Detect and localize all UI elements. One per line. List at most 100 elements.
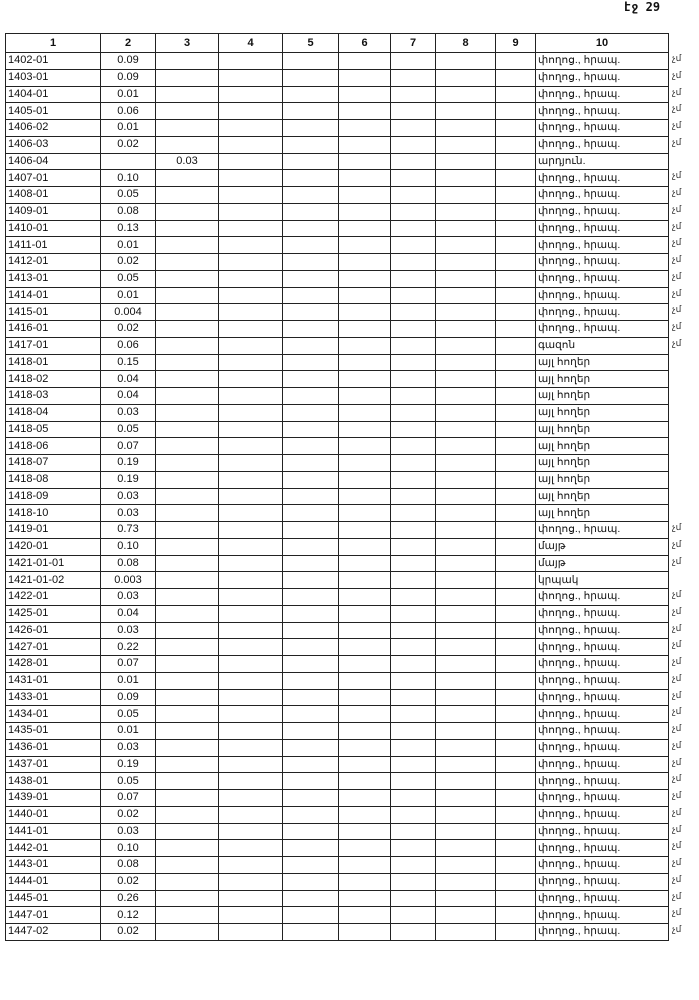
empty-cell-9	[495, 772, 536, 790]
empty-cell-6	[338, 688, 391, 707]
empty-cell-7	[390, 470, 436, 489]
empty-cell-5	[282, 102, 339, 120]
empty-cell-6	[338, 303, 391, 321]
parcel-code-cell: 1411-01	[5, 236, 101, 254]
empty-cell-4	[218, 320, 283, 338]
area-col3-cell	[155, 755, 219, 774]
table-row: 1427-01 0.22 փողոց., հրապ.	[5, 638, 669, 656]
column-header-8: 8	[435, 33, 496, 53]
table-row: 1404-01 0.01 փողոց., հրապ.	[5, 85, 669, 104]
parcel-code-cell: 1443-01	[5, 856, 101, 874]
empty-cell-6	[338, 152, 391, 171]
area-col2-cell: 0.02	[100, 320, 156, 338]
empty-cell-5	[282, 152, 339, 171]
empty-cell-9	[495, 219, 536, 238]
parcel-code-cell: 1414-01	[5, 286, 101, 305]
table-row: 1435-01 0.01 փողոց., հրապ.	[5, 722, 669, 740]
empty-cell-5	[282, 303, 339, 321]
empty-cell-4	[218, 906, 283, 924]
parcel-code-cell: 1438-01	[5, 772, 101, 790]
area-col3-cell	[155, 303, 219, 321]
parcel-code-cell: 1422-01	[5, 588, 101, 606]
parcel-code-cell: 1439-01	[5, 789, 101, 807]
empty-cell-9	[495, 923, 536, 941]
area-col2-cell: 0.09	[100, 52, 156, 70]
table-row: 1414-01 0.01 փողոց., հրապ.	[5, 286, 669, 305]
empty-cell-4	[218, 789, 283, 807]
area-col3-cell	[155, 722, 219, 740]
empty-cell-9	[495, 588, 536, 606]
land-use-cell: փողոց., հրապ.	[535, 219, 669, 238]
empty-cell-5	[282, 353, 339, 372]
table-row: 1441-01 0.03 փողոց., հրապ.	[5, 822, 669, 841]
parcel-code-cell: 1425-01	[5, 604, 101, 623]
empty-cell-8	[435, 470, 496, 489]
empty-cell-6	[338, 353, 391, 372]
area-col2-cell: 0.03	[100, 621, 156, 640]
empty-cell-6	[338, 705, 391, 723]
area-col2-cell: 0.04	[100, 604, 156, 623]
table-row: 1437-01 0.19 փողոց., հրապ.	[5, 755, 669, 774]
empty-cell-5	[282, 420, 339, 439]
parcel-code-cell: 1413-01	[5, 269, 101, 288]
area-col2-cell: 0.05	[100, 705, 156, 723]
area-col3-cell	[155, 604, 219, 623]
empty-cell-4	[218, 621, 283, 640]
empty-cell-5	[282, 789, 339, 807]
area-col2-cell: 0.13	[100, 219, 156, 238]
empty-cell-9	[495, 755, 536, 774]
empty-cell-5	[282, 68, 339, 87]
empty-cell-7	[390, 420, 436, 439]
parcel-code-cell: 1412-01	[5, 253, 101, 271]
empty-cell-5	[282, 470, 339, 489]
empty-cell-7	[390, 403, 436, 422]
area-col2-cell: 0.05	[100, 772, 156, 790]
area-col2-cell: 0.05	[100, 186, 156, 204]
empty-cell-4	[218, 521, 283, 539]
land-use-cell: փողոց., հրապ.	[535, 738, 669, 757]
area-col3-cell	[155, 119, 219, 137]
empty-cell-6	[338, 521, 391, 539]
empty-cell-5	[282, 186, 339, 204]
empty-cell-7	[390, 236, 436, 254]
empty-cell-8	[435, 420, 496, 439]
empty-cell-8	[435, 655, 496, 673]
empty-cell-9	[495, 789, 536, 807]
empty-cell-5	[282, 571, 339, 589]
empty-cell-7	[390, 52, 436, 70]
land-use-cell: փողոց., հրապ.	[535, 604, 669, 623]
area-col2-cell: 0.01	[100, 722, 156, 740]
empty-cell-4	[218, 487, 283, 506]
header-row: 1 2 3 4 5 6 7 8 9 10	[5, 33, 669, 53]
parcel-code-cell: 1405-01	[5, 102, 101, 120]
empty-cell-4	[218, 638, 283, 656]
empty-cell-7	[390, 202, 436, 221]
parcel-code-cell: 1417-01	[5, 336, 101, 355]
table-row: 1445-01 0.26 փողոց., հրապ.	[5, 889, 669, 908]
area-col3-cell	[155, 688, 219, 707]
empty-cell-6	[338, 253, 391, 271]
empty-cell-9	[495, 236, 536, 254]
table-row: 1421-01-01 0.08 մայթ	[5, 554, 669, 573]
empty-cell-7	[390, 119, 436, 137]
empty-cell-9	[495, 470, 536, 489]
land-use-cell: կրպակ	[535, 571, 669, 589]
empty-cell-6	[338, 738, 391, 757]
area-col3-cell	[155, 186, 219, 204]
empty-cell-6	[338, 889, 391, 908]
empty-cell-8	[435, 437, 496, 455]
empty-cell-4	[218, 403, 283, 422]
parcel-code-cell: 1431-01	[5, 671, 101, 690]
land-use-cell: փողոց., հրապ.	[535, 822, 669, 841]
empty-cell-8	[435, 772, 496, 790]
area-col3-cell	[155, 839, 219, 857]
empty-cell-7	[390, 487, 436, 506]
empty-cell-5	[282, 537, 339, 556]
land-use-cell: փողոց., հրապ.	[535, 839, 669, 857]
empty-cell-9	[495, 822, 536, 841]
empty-cell-5	[282, 219, 339, 238]
margin-mark: չմ	[672, 254, 682, 264]
margin-mark: չմ	[672, 605, 682, 616]
area-col2-cell: 0.01	[100, 119, 156, 137]
table-row: 1422-01 0.03 փողոց., հրապ.	[5, 588, 669, 606]
